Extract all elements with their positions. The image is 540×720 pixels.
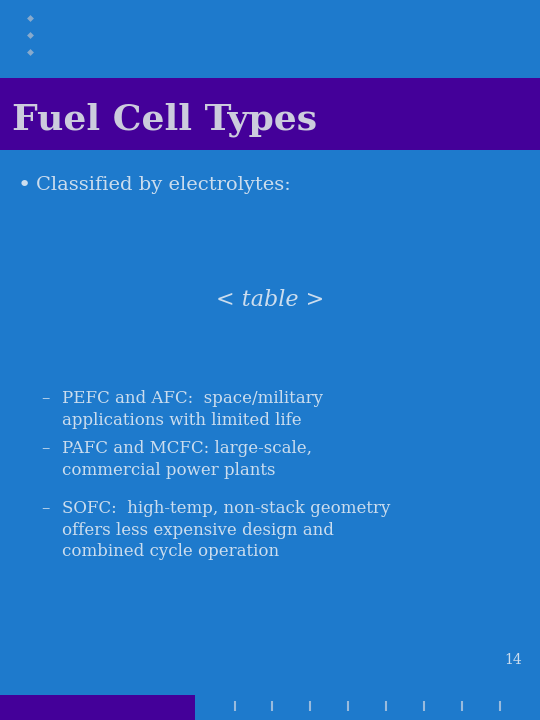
Text: PAFC and MCFC: large-scale,
commercial power plants: PAFC and MCFC: large-scale, commercial p… [62,440,312,479]
Text: 14: 14 [504,653,522,667]
Bar [0,695,195,720]
Text: < table >: < table > [216,289,324,311]
Text: •: • [18,175,31,195]
Text: –: – [41,500,49,517]
Text: –: – [41,390,49,407]
Text: Fuel Cell Types: Fuel Cell Types [12,103,317,138]
Text: –: – [41,440,49,457]
Text: SOFC:  high-temp, non-stack geometry
offers less expensive design and
combined c: SOFC: high-temp, non-stack geometry offe… [62,500,390,560]
Text: Classified by electrolytes:: Classified by electrolytes: [36,176,291,194]
Bar [0,78,540,150]
Text: PEFC and AFC:  space/military
applications with limited life: PEFC and AFC: space/military application… [62,390,323,428]
